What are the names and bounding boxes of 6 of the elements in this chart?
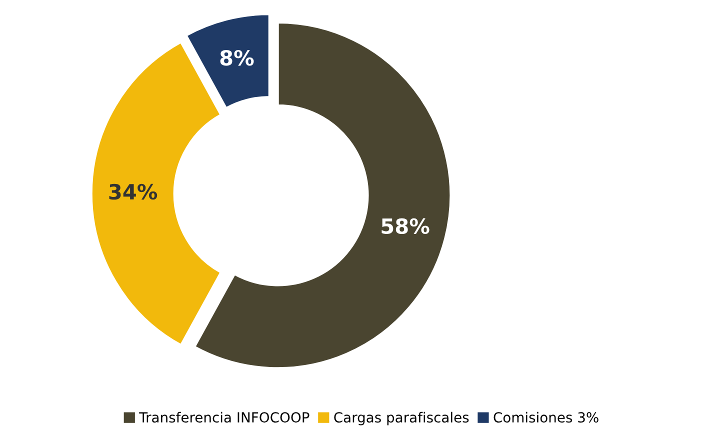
legend-label: Comisiones 3%	[494, 412, 598, 423]
data-label: 8%	[220, 50, 254, 66]
data-label: 58%	[382, 218, 430, 234]
data-label: 34%	[109, 184, 158, 200]
legend-label: Transferencia INFOCOOP	[139, 412, 310, 423]
legend-label: Cargas parafiscales	[334, 412, 469, 426]
